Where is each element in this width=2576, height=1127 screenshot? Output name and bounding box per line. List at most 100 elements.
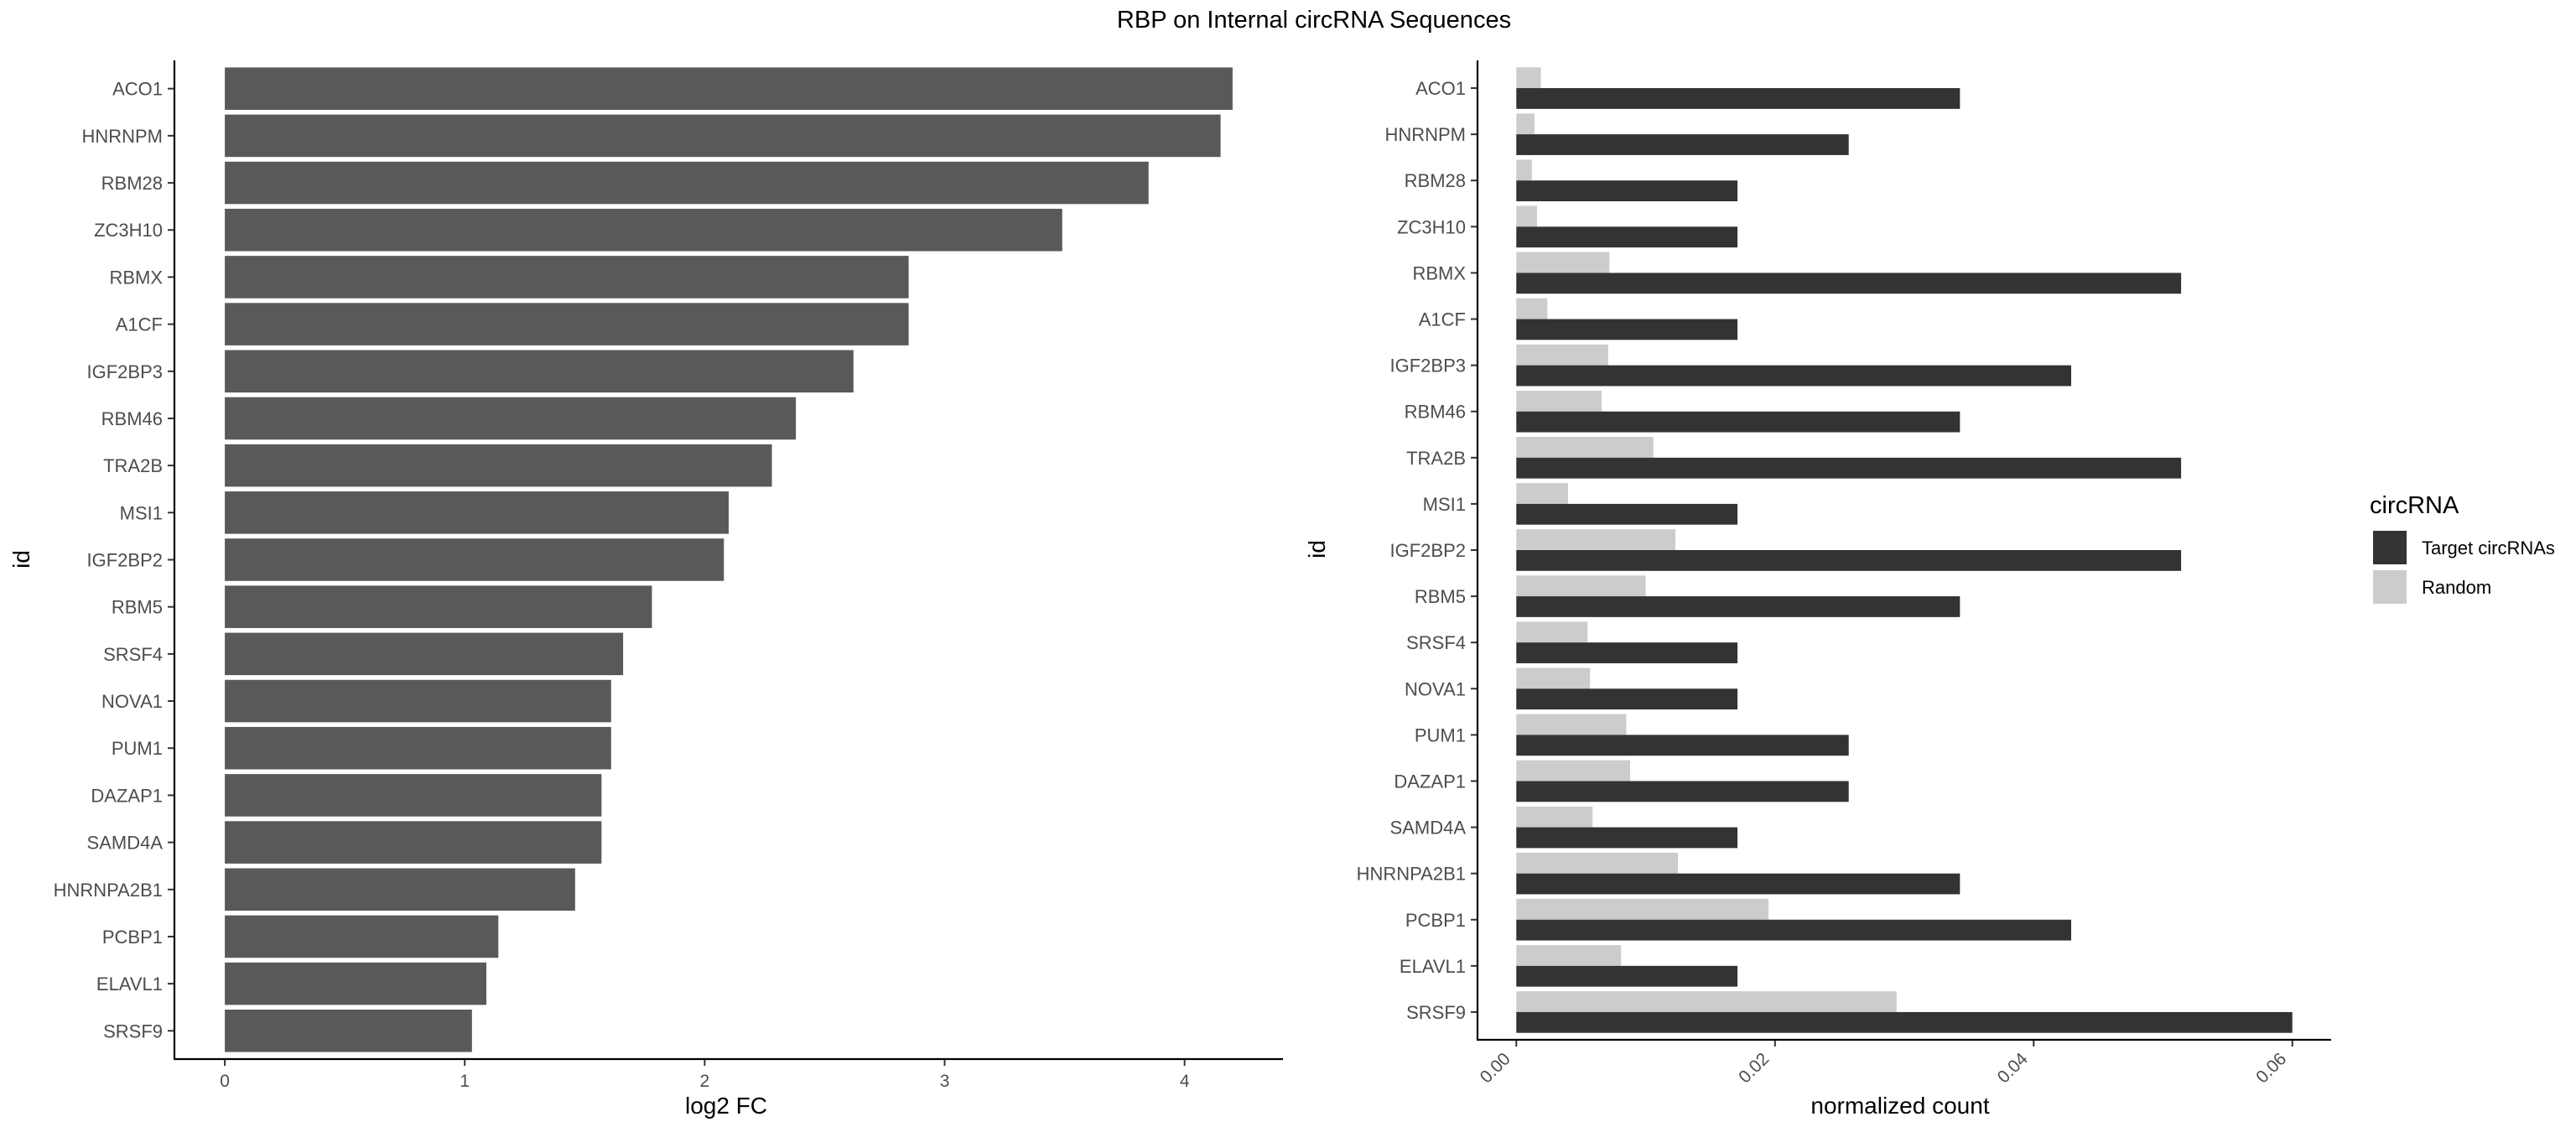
p2-ytick-label-pum1: PUM1 <box>1415 724 1466 745</box>
p1-ytick-label-igf2bp3: IGF2BP3 <box>87 361 163 382</box>
bar-random-rbm5 <box>1516 575 1646 597</box>
p2-x-axis-label: normalized count <box>1810 1093 1989 1119</box>
bar-pcbp1 <box>225 915 499 958</box>
p1-ytick-label-hnrnpa2b1: HNRNPA2B1 <box>54 880 163 901</box>
bar-igf2bp2 <box>225 538 724 581</box>
p2-ytick-label-hnrnpa2b1: HNRNPA2B1 <box>1357 864 1466 885</box>
bar-random-hnrnpm <box>1516 113 1535 135</box>
p2-ytick-label-rbm5: RBM5 <box>1415 586 1466 607</box>
bar-random-zc3h10 <box>1516 205 1537 227</box>
bar-srsf9 <box>225 1010 472 1052</box>
p1-y-axis-label: id <box>8 550 34 569</box>
p1-ytick-label-rbmx: RBMX <box>109 267 163 288</box>
bar-target-a1cf <box>1516 319 1738 340</box>
bar-hnrnpa2b1 <box>225 868 575 911</box>
p2-ytick-label-srsf9: SRSF9 <box>1406 1002 1466 1023</box>
p2-xtick-label-0-00: 0.00 <box>1477 1049 1514 1087</box>
p1-ytick-label-a1cf: A1CF <box>116 314 163 335</box>
p1-ytick-label-hnrnpm: HNRNPM <box>81 126 163 147</box>
bar-target-srsf4 <box>1516 642 1738 663</box>
bar-igf2bp3 <box>225 350 854 393</box>
bar-random-srsf9 <box>1516 991 1897 1012</box>
bar-target-samd4a <box>1516 827 1738 849</box>
p2-ytick-label-zc3h10: ZC3H10 <box>1397 216 1466 237</box>
p2-ytick-label-aco1: ACO1 <box>1415 78 1466 99</box>
p1-ytick-label-tra2b: TRA2B <box>103 455 163 476</box>
bar-target-pcbp1 <box>1516 919 2071 941</box>
bar-zc3h10 <box>225 208 1062 252</box>
bar-random-a1cf <box>1516 298 1548 319</box>
bar-target-hnrnpa2b1 <box>1516 873 1961 895</box>
bar-srsf4 <box>225 632 624 676</box>
bar-random-pum1 <box>1516 714 1627 735</box>
bar-random-igf2bp3 <box>1516 344 1608 366</box>
bar-target-elavl1 <box>1516 965 1738 987</box>
bar-random-rbm46 <box>1516 390 1602 412</box>
bar-target-nova1 <box>1516 688 1738 710</box>
p2-xtick-label-0-02: 0.02 <box>1735 1049 1773 1087</box>
p1-xtick-label-3: 3 <box>940 1072 950 1091</box>
p1-xtick-label-0: 0 <box>220 1072 230 1091</box>
p2-xtick-label-0-04: 0.04 <box>1994 1049 2032 1087</box>
p1-ytick-label-rbm28: RBM28 <box>101 173 163 194</box>
p2-ytick-label-igf2bp3: IGF2BP3 <box>1390 356 1466 377</box>
p1-ytick-label-rbm5: RBM5 <box>112 597 163 618</box>
bar-rbm5 <box>225 585 652 628</box>
p2-y-axis-label: id <box>1304 540 1330 558</box>
bar-random-srsf4 <box>1516 621 1588 643</box>
bar-rbm28 <box>225 161 1149 205</box>
bar-random-msi1 <box>1516 483 1568 504</box>
bar-rbm46 <box>225 397 797 440</box>
legend-label-random: Random <box>2422 577 2491 598</box>
chart-title: RBP on Internal circRNA Sequences <box>1117 7 1511 34</box>
bar-target-hnrnpm <box>1516 134 1849 155</box>
p2-ytick-label-rbm46: RBM46 <box>1405 402 1466 423</box>
p2-ytick-label-elavl1: ELAVL1 <box>1400 956 1466 977</box>
bar-random-rbm28 <box>1516 159 1532 181</box>
p2-ytick-label-pcbp1: PCBP1 <box>1405 910 1466 931</box>
legend-key-random <box>2373 570 2407 604</box>
p1-ytick-label-pum1: PUM1 <box>112 738 163 759</box>
p2-ytick-label-rbmx: RBMX <box>1412 262 1466 283</box>
bar-pum1 <box>225 726 611 770</box>
p1-ytick-label-nova1: NOVA1 <box>101 691 163 712</box>
p1-ytick-label-elavl1: ELAVL1 <box>96 974 163 995</box>
p1-ytick-label-zc3h10: ZC3H10 <box>94 220 163 241</box>
bar-target-rbm46 <box>1516 411 1961 433</box>
bar-elavl1 <box>225 962 486 1005</box>
bar-random-igf2bp2 <box>1516 529 1675 550</box>
p1-ytick-label-dazap1: DAZAP1 <box>91 785 163 806</box>
legend: circRNA Target circRNAs Random <box>2370 492 2555 604</box>
bar-a1cf <box>225 303 909 345</box>
p1-ytick-label-samd4a: SAMD4A <box>87 833 164 854</box>
p2-ytick-label-hnrnpm: HNRNPM <box>1384 124 1466 145</box>
bar-target-rbm5 <box>1516 596 1961 617</box>
bar-target-pum1 <box>1516 735 1849 756</box>
p1-ytick-label-rbm46: RBM46 <box>101 408 163 429</box>
bar-samd4a <box>225 821 602 864</box>
bar-target-msi1 <box>1516 503 1738 525</box>
bar-target-igf2bp2 <box>1516 550 2182 571</box>
p2-ytick-label-tra2b: TRA2B <box>1406 448 1466 469</box>
bar-random-nova1 <box>1516 667 1591 689</box>
p1-xtick-label-2: 2 <box>700 1072 710 1091</box>
bar-random-rbmx <box>1516 252 1610 273</box>
bar-target-aco1 <box>1516 88 1961 109</box>
legend-title: circRNA <box>2370 492 2459 519</box>
bar-target-rbmx <box>1516 273 2182 294</box>
bar-random-aco1 <box>1516 67 1541 89</box>
p2-ytick-label-samd4a: SAMD4A <box>1390 818 1467 839</box>
p2-ytick-label-nova1: NOVA1 <box>1405 678 1466 699</box>
bar-random-samd4a <box>1516 806 1593 828</box>
bar-random-dazap1 <box>1516 760 1631 782</box>
bar-nova1 <box>225 679 611 723</box>
p1-ytick-label-aco1: ACO1 <box>112 79 163 100</box>
bar-random-tra2b <box>1516 437 1654 458</box>
p1-x-axis-label: log2 FC <box>685 1093 767 1119</box>
bar-target-rbm28 <box>1516 180 1738 202</box>
bar-dazap1 <box>225 774 602 817</box>
log2fc-panel: ACO1 HNRNPM RBM28 ZC3H10 RBMX A1CF IGF2BP3 RBM4… <box>8 60 1283 1119</box>
bar-target-dazap1 <box>1516 781 1849 802</box>
bar-tra2b <box>225 444 772 487</box>
